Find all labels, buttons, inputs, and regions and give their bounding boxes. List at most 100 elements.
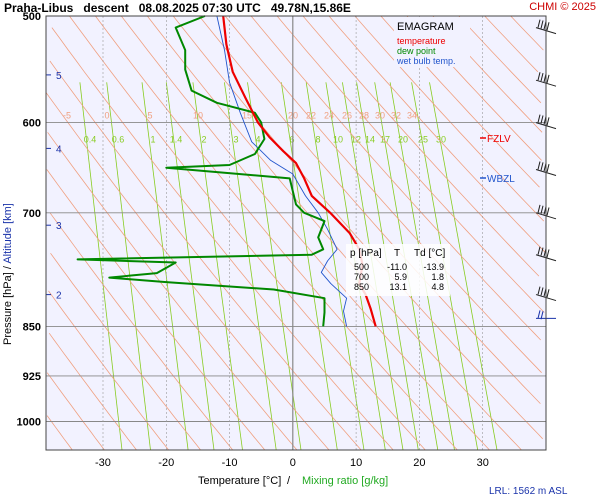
table-cell: 700 [354, 272, 369, 282]
fzlv-label: FZLV [487, 134, 511, 145]
pressure-tick-label: 925 [23, 371, 41, 383]
dry-adiabat-line [69, 15, 426, 451]
wind-barb-flag [537, 246, 541, 255]
mixing-ratio-line [389, 82, 455, 451]
dry-adiabat-label: 0 [104, 111, 109, 121]
mixing-ratio-label: 25 [418, 135, 428, 145]
dry-adiabat-line [354, 15, 545, 222]
wind-barb-icon [535, 204, 557, 220]
table-cell: 5.9 [394, 272, 407, 282]
mixing-ratio-label: 0.4 [84, 135, 97, 145]
station-name: Praha-Libus [4, 1, 74, 15]
wind-barb-flag [540, 162, 544, 171]
isotherms [102, 16, 484, 450]
wind-barb-flag [546, 289, 550, 298]
wind-barb-icon [535, 114, 557, 130]
dry-adiabat-line [432, 15, 543, 133]
altitude-tick-label: 2 [56, 291, 62, 302]
mixing-ratio-line [305, 82, 365, 451]
wind-barb-flag [543, 248, 547, 257]
wind-barb-flag [540, 205, 544, 214]
altitude-tick-label: 5 [56, 71, 62, 82]
wind-barb-flag [546, 207, 550, 216]
pressure-tick-label: 700 [23, 208, 41, 220]
altitude-tick-label: 3 [56, 221, 62, 232]
wind-barb-flag [540, 311, 544, 320]
altitude-ticks: 2 3 4 5 [46, 71, 62, 302]
table-cell: 4.8 [431, 282, 444, 292]
dry-adiabat-line [380, 15, 540, 188]
dry-adiabat-label: 34 [407, 111, 417, 121]
mixing-ratio-line [374, 82, 439, 451]
dry-adiabats: -5 0 5 10 15 20 22 24 26 28 30 32 34 [45, 15, 547, 451]
temperature-tick-label: 0 [290, 457, 296, 469]
wind-barb-flag [546, 22, 550, 31]
dry-adiabat-line [328, 15, 547, 254]
y-axis-label-separator: / [2, 266, 14, 270]
x-axis-label-temperature: Temperature [°C] [198, 475, 281, 487]
wind-barb-flag [543, 288, 547, 297]
chart-header: Praha-Libus descent 08.08.2025 07:30 UTC… [4, 1, 351, 15]
dry-adiabat-line [224, 15, 542, 373]
dry-adiabat-label: -5 [63, 111, 71, 121]
dry-adiabat-line [510, 15, 544, 51]
mixing-ratio-line [192, 82, 243, 451]
dry-adiabat-label: 22 [306, 111, 316, 121]
legend-temperature: temperature [397, 36, 446, 46]
wind-barb-flag [540, 287, 544, 296]
mixing-ratio-line [411, 82, 479, 451]
table-cell: 500 [354, 262, 369, 272]
sounding-mode: descent [83, 1, 129, 15]
dry-adiabat-line [95, 15, 458, 451]
altitude-tick-label: 4 [56, 144, 62, 155]
dry-adiabat-line [458, 15, 542, 104]
wet-bulb-line [216, 15, 348, 327]
wind-barb-flag [537, 161, 541, 170]
dry-adiabat-line [250, 15, 541, 341]
dry-adiabat-line [198, 15, 541, 404]
wind-barb-shaft [535, 27, 557, 35]
mixing-ratio-label: 8 [315, 135, 320, 145]
wind-barb-flag [537, 204, 541, 213]
legend-title: EMAGRAM [397, 21, 454, 33]
wind-barb-shaft [535, 122, 557, 130]
summary-table-bg [346, 244, 450, 296]
mixing-ratio-label: 6 [289, 135, 294, 145]
temperature-tick-label: -30 [95, 457, 111, 469]
wind-barb-flag [546, 117, 550, 126]
wind-barbs [535, 19, 557, 320]
dry-adiabat-line [51, 27, 394, 451]
legend-dew-point: dew point [397, 46, 436, 56]
dry-adiabat-label: 20 [288, 111, 298, 121]
dry-adiabat-line [45, 92, 330, 451]
wind-barb-icon [535, 286, 557, 302]
x-tick-labels: -30 -20 -10 0 10 20 30 [95, 457, 489, 469]
mixing-ratio-line [247, 82, 302, 451]
wbzl-marker: WBZL [480, 174, 515, 185]
dry-adiabat-line [120, 15, 490, 451]
mixing-ratio-line [325, 82, 386, 451]
station-coordinates: 49.78N,15.86E [270, 1, 351, 15]
mixing-ratio-line [106, 82, 151, 451]
wind-barb-shaft [535, 294, 557, 302]
wind-barb-shaft [535, 212, 557, 220]
wind-barb-icon [535, 161, 557, 176]
mixing-ratio-line [429, 82, 498, 451]
dry-adiabat-line [46, 169, 266, 451]
mixing-ratio-label: 1.4 [170, 135, 183, 145]
mixing-ratio-label: 2 [201, 135, 206, 145]
dry-adiabat-line [49, 60, 362, 451]
wind-barb-flag [546, 164, 550, 173]
dry-adiabat-line [48, 290, 169, 451]
x-axis-label-mixing-ratio: Mixing ratio [g/kg] [302, 475, 388, 487]
pressure-tick-label: 1000 [17, 416, 41, 428]
sounding-datetime: 08.08.2025 07:30 UTC [138, 1, 261, 15]
table-header-td: Td [°C] [414, 248, 445, 259]
y-axis-label: Pressure [hPa] / Altitude [km] [2, 203, 14, 345]
wind-barb-icon [535, 72, 557, 87]
dry-adiabat-line [48, 332, 137, 451]
mixing-ratio-label: 20 [398, 135, 408, 145]
plot-background [46, 16, 546, 450]
